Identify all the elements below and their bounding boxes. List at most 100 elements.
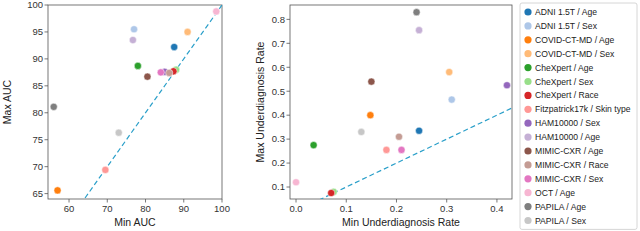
identity-line (48, 5, 222, 199)
point (367, 112, 374, 119)
plot-frame (48, 5, 222, 199)
point (54, 187, 61, 194)
legend-label: COVID-CT-MD / Age (535, 35, 614, 45)
legend-marker (524, 64, 531, 71)
legend-marker (524, 8, 531, 15)
y-tick (287, 187, 291, 188)
point (102, 166, 109, 173)
y-axis-label: Max Underdiagnosis Rate (254, 41, 266, 162)
legend-marker (524, 161, 531, 168)
x-tick-label: 0.0 (289, 203, 302, 214)
legend-marker (524, 120, 531, 127)
identity-line (290, 5, 512, 199)
y-tick-label: 65 (32, 188, 43, 199)
legend-marker (524, 203, 531, 210)
point (395, 133, 402, 140)
legend-marker (524, 106, 531, 113)
point (446, 68, 453, 75)
chart-0: 6070809010065707580859095100Min AUCMax A… (1, 0, 230, 231)
point (448, 96, 455, 103)
legend-label: Fitzpatrick17k / Skin type (535, 104, 631, 114)
y-tick (287, 163, 291, 164)
y-tick-label: 0.4 (272, 109, 285, 120)
legend-label: MIMIC-CXR / Race (535, 160, 609, 170)
x-tick-label: 100 (214, 203, 230, 214)
x-tick-label: 0.3 (440, 203, 453, 214)
legend-label: CheXpert / Age (535, 63, 594, 73)
y-tick (45, 193, 49, 194)
point (157, 69, 164, 76)
x-tick (396, 199, 397, 203)
y-tick-label: 0.7 (272, 38, 285, 49)
figure: 6070809010065707580859095100Min AUCMax A… (0, 0, 640, 231)
point (134, 62, 141, 69)
legend: ADNI 1.5T / AgeADNI 1.5T / SexCOVID-CT-M… (520, 3, 637, 229)
y-tick-label: 90 (32, 53, 43, 64)
point (358, 128, 365, 135)
y-tick-label: 85 (32, 80, 43, 91)
y-tick (45, 139, 49, 140)
y-tick-label: 75 (32, 134, 43, 145)
x-tick (145, 199, 146, 203)
x-tick-label: 60 (64, 203, 75, 214)
plot-frame (290, 5, 512, 199)
y-tick (287, 43, 291, 44)
x-axis-label: Min Underdiagnosis Rate (342, 216, 460, 228)
y-tick (45, 58, 49, 59)
y-axis-label: Max AUC (1, 79, 13, 124)
legend-marker (524, 78, 531, 85)
y-tick (287, 139, 291, 140)
plot-area (290, 5, 512, 199)
point (171, 43, 178, 50)
y-tick (287, 91, 291, 92)
point (368, 78, 375, 85)
x-tick-label: 90 (178, 203, 189, 214)
legend-marker (524, 36, 531, 43)
y-tick (287, 67, 291, 68)
y-tick-label: 70 (32, 161, 43, 172)
legend-marker (524, 92, 531, 99)
y-tick-label: 0.8 (272, 14, 285, 25)
point (398, 146, 405, 153)
point (213, 8, 220, 15)
plot-area (48, 5, 222, 199)
y-tick (45, 112, 49, 113)
legend-label: ADNI 1.5T / Sex (535, 21, 598, 31)
legend-marker (524, 217, 531, 224)
point (415, 27, 422, 34)
point (184, 28, 191, 35)
point (130, 26, 137, 33)
y-tick (287, 19, 291, 20)
legend-marker (524, 175, 531, 182)
legend-label: COVID-CT-MD / Sex (535, 49, 615, 59)
x-tick (296, 199, 297, 203)
y-tick-label: 0.1 (272, 181, 285, 192)
legend-frame (520, 3, 637, 229)
point (50, 103, 57, 110)
point (115, 129, 122, 136)
point (413, 9, 420, 16)
x-tick (346, 199, 347, 203)
legend-label: CheXpert / Race (535, 90, 599, 100)
y-tick-label: 0.6 (272, 62, 285, 73)
legend-label: PAPILA / Sex (535, 216, 587, 226)
y-tick-label: 80 (32, 107, 43, 118)
point (328, 189, 335, 196)
x-tick (222, 199, 223, 203)
legend-label: MIMIC-CXR / Age (535, 146, 604, 156)
y-tick (45, 166, 49, 167)
legend-label: HAM10000 / Sex (535, 118, 601, 128)
x-tick (69, 199, 70, 203)
y-tick-label: 0.5 (272, 86, 285, 97)
legend-label: MIMIC-CXR / Sex (535, 174, 604, 184)
legend-marker (524, 134, 531, 141)
point (129, 36, 136, 43)
point (383, 146, 390, 153)
legend-label: PAPILA / Age (535, 202, 586, 212)
point (144, 73, 151, 80)
legend-marker (524, 50, 531, 57)
x-tick (446, 199, 447, 203)
x-tick (107, 199, 108, 203)
x-tick-label: 80 (140, 203, 151, 214)
x-tick-label: 0.4 (490, 203, 503, 214)
